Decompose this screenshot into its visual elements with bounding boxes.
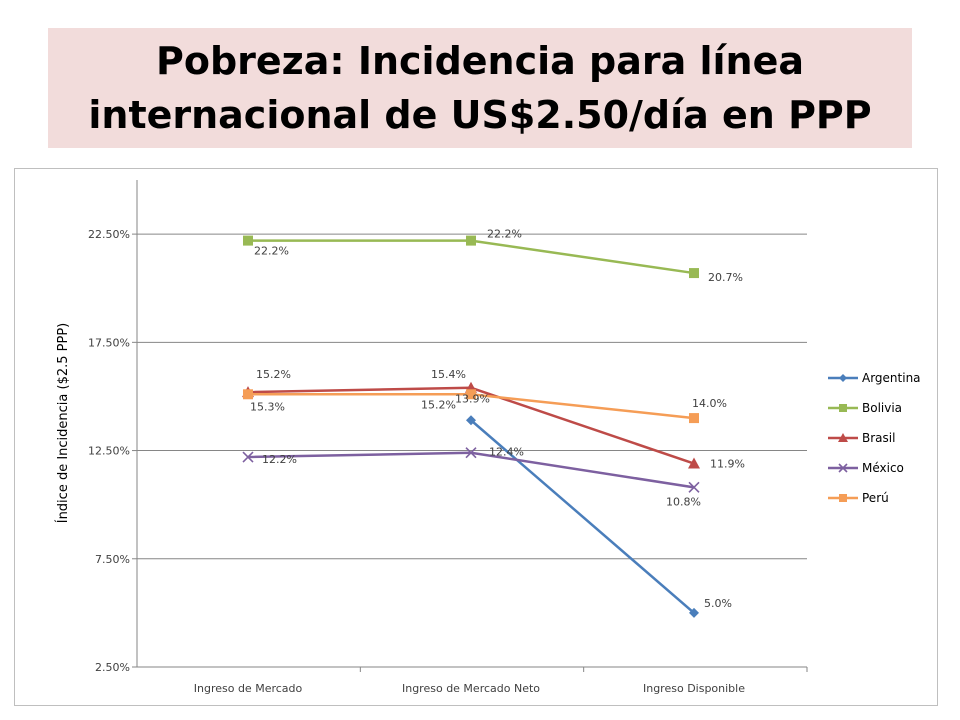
data-point: [243, 389, 253, 400]
data-point: [243, 235, 253, 246]
data-label: 15.3%: [250, 400, 285, 413]
x-tick-label: Ingreso de Mercado: [194, 682, 303, 695]
y-tick-label: 17.50%: [88, 336, 130, 349]
legend-item: Bolivia: [828, 401, 902, 415]
x-tick-labels: Ingreso de Mercado Ingreso de Mercado Net…: [194, 667, 808, 695]
data-point: [465, 447, 477, 459]
chart-title-line2: internacional de US$2.50/día en PPP: [88, 93, 872, 137]
series-lines: [242, 235, 700, 618]
data-point: [838, 433, 848, 442]
data-label: 15.2%: [421, 398, 456, 411]
data-point: [689, 268, 699, 279]
data-label: 20.7%: [708, 271, 743, 284]
data-label: 10.8%: [666, 495, 701, 508]
data-point: [839, 374, 847, 382]
data-point: [688, 457, 700, 469]
x-tick-label: Ingreso Disponible: [643, 682, 745, 695]
data-point: [466, 235, 476, 246]
y-tick-label: 22.50%: [88, 228, 130, 241]
gridlines: [137, 233, 807, 560]
x-tick-label: Ingreso de Mercado Neto: [402, 682, 540, 695]
data-label: 15.2%: [256, 368, 291, 381]
data-label: 15.4%: [431, 368, 466, 381]
legend-item: México: [828, 461, 904, 475]
legend-item: Brasil: [828, 431, 895, 445]
y-axis-label: Índice de Incidencia ($2.5 PPP): [55, 323, 71, 524]
data-label: 22.2%: [487, 228, 522, 241]
data-point: [688, 481, 700, 493]
y-tick-labels: 2.50% 7.50% 12.50% 17.50% 22.50%: [88, 228, 137, 674]
data-point: [838, 463, 848, 473]
legend: Argentina Bolivia Brasil México Perú: [826, 360, 930, 520]
legend-item: Argentina: [828, 371, 921, 385]
data-label: 13.9%: [455, 392, 490, 405]
series-argentina: [466, 415, 699, 618]
series-line: [470, 419, 695, 614]
data-point: [689, 607, 699, 618]
title-band: [48, 28, 912, 148]
legend-label: México: [862, 461, 904, 475]
chart-frame: [14, 168, 938, 706]
data-label: 12.4%: [489, 446, 524, 459]
legend-label: Perú: [862, 491, 889, 505]
legend-label: Bolivia: [862, 401, 902, 415]
y-tick-label: 12.50%: [88, 445, 130, 458]
data-point: [839, 404, 847, 412]
series-perú: [243, 389, 699, 424]
data-labels: 13.9% 5.0% 22.2% 22.2% 20.7% 15.2% 15.4% 11.9% 1…: [250, 228, 745, 610]
legend-label: Argentina: [862, 371, 921, 385]
data-label: 12.2%: [262, 453, 297, 466]
data-label: 5.0%: [704, 597, 732, 610]
data-label: 11.9%: [710, 458, 745, 471]
y-tick-label: 2.50%: [95, 661, 130, 674]
legend-item: Perú: [828, 491, 889, 505]
data-point: [466, 389, 476, 400]
legend-label: Brasil: [862, 431, 895, 445]
y-tick-label: 7.50%: [95, 553, 130, 566]
chart-title: Pobreza: Incidencia para línea internaci…: [48, 34, 912, 142]
series-line: [247, 451, 695, 489]
data-label: 14.0%: [692, 397, 727, 410]
data-label: 22.2%: [254, 245, 289, 258]
data-point: [689, 413, 699, 424]
series-bolivia: [243, 235, 699, 279]
data-point: [466, 415, 476, 426]
data-point: [839, 494, 847, 502]
chart-title-line1: Pobreza: Incidencia para línea: [155, 39, 805, 83]
data-point: [242, 451, 254, 463]
series-méxico: [242, 447, 700, 493]
